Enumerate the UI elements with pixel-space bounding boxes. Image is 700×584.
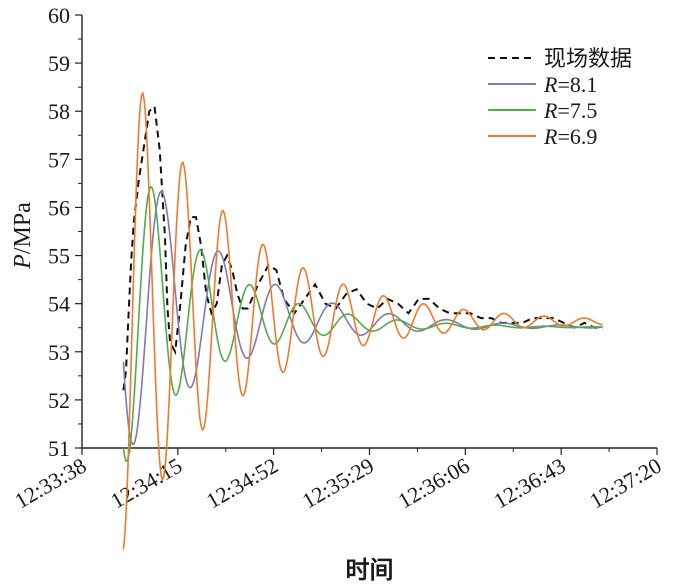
y-axis-title: P/MPa (10, 202, 36, 270)
legend-var: R (543, 124, 558, 149)
y-tick-label: 56 (48, 195, 70, 220)
x-tick-label: 12:37:20 (585, 453, 665, 514)
x-tick-label: 12:34:15 (106, 453, 186, 514)
legend-label: R=8.1 (543, 72, 597, 97)
series-line-3 (122, 91, 603, 550)
y-tick-label: 51 (48, 436, 70, 461)
series-layer (122, 91, 603, 550)
legend-var: R (543, 72, 558, 97)
y-tick-label: 54 (48, 292, 70, 317)
legend-label: R=6.9 (543, 124, 597, 149)
y-tick-label: 59 (48, 51, 70, 76)
y-tick-label: 57 (48, 147, 70, 172)
legend-eq: =6.9 (557, 124, 597, 149)
x-tick-label: 12:33:38 (10, 453, 90, 514)
y-axis-title-variable: P (10, 254, 36, 270)
y-tick-label: 60 (48, 3, 70, 28)
y-tick-label: 53 (48, 340, 70, 365)
y-tick-label: 52 (48, 388, 70, 413)
x-tick-label: 12:35:29 (298, 453, 378, 514)
x-tick-label: 12:36:43 (489, 453, 569, 514)
y-tick-label: 58 (48, 99, 70, 124)
y-tick-label: 55 (48, 244, 70, 269)
legend-label: 现场数据 (544, 46, 632, 71)
series-line-1 (122, 190, 603, 446)
y-axis-title-unit: /MPa (10, 202, 36, 254)
legend-eq: =8.1 (557, 72, 597, 97)
x-tick-label: 12:34:52 (202, 453, 282, 514)
legend-label: R=7.5 (543, 98, 597, 123)
legend-eq: =7.5 (557, 98, 597, 123)
x-tick-label: 12:36:06 (394, 453, 474, 514)
legend-var: R (543, 98, 558, 123)
x-axis-title: 时间 (346, 557, 394, 584)
